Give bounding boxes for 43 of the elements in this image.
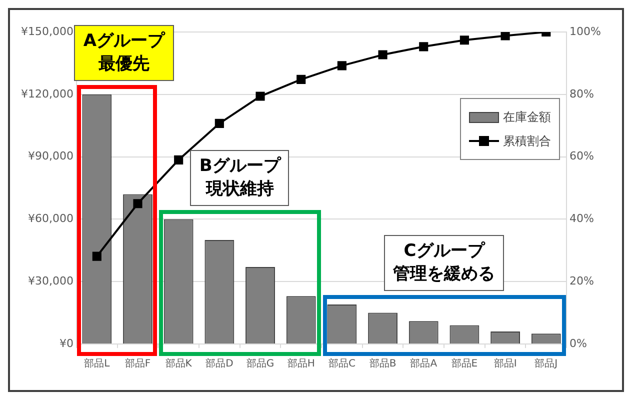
- y-tick-label: ¥30,000: [28, 274, 74, 288]
- x-tick-label: 部品B: [369, 358, 396, 370]
- point: [378, 50, 388, 60]
- x-tick-label: 部品L: [84, 358, 110, 370]
- point: [460, 36, 469, 45]
- point: [214, 118, 224, 128]
- x-tick-label: 部品J: [534, 358, 558, 370]
- y-tick-label: ¥60,000: [28, 212, 74, 226]
- x-tick-label: 部品E: [451, 358, 478, 370]
- point: [92, 252, 102, 261]
- y-tick-label: ¥90,000: [28, 150, 74, 163]
- annotation: Cグループ: [402, 240, 486, 264]
- y2-tick-label: 80%: [570, 87, 594, 100]
- x-tick-label: 部品C: [328, 358, 356, 370]
- point: [337, 61, 346, 70]
- y2-tick-label: 40%: [570, 212, 594, 226]
- annotation: 現状維持: [204, 178, 275, 202]
- point: [174, 155, 184, 164]
- legend-label: 在庫金額: [503, 108, 551, 126]
- y-tick-label: ¥0: [59, 336, 74, 350]
- y2-tick-label: 60%: [570, 150, 594, 163]
- x-tick-label: 部品I: [494, 358, 517, 370]
- x-tick-label: 部品D: [206, 358, 234, 370]
- legend-label: 累積割合: [503, 132, 551, 150]
- x-tick-label: 部品F: [124, 358, 151, 370]
- annotation: Bグループ: [199, 155, 280, 178]
- point: [133, 199, 142, 208]
- annotation: Aグループ: [83, 30, 165, 54]
- point: [296, 74, 306, 84]
- point: [419, 42, 428, 52]
- x-tick-label: 部品K: [165, 358, 192, 370]
- point: [256, 92, 265, 101]
- x-tick-label: 部品G: [246, 358, 274, 370]
- point: [500, 32, 510, 40]
- x-tick-label: 部品A: [410, 358, 438, 370]
- y2-tick-label: 100%: [570, 24, 602, 38]
- y2-tick-label: 20%: [570, 274, 594, 288]
- y2-tick-label: 0%: [570, 336, 588, 350]
- y-tick-label: ¥120,000: [20, 87, 74, 100]
- annotation: 管理を緩める: [393, 263, 496, 286]
- y-tick-label: ¥150,000: [20, 24, 74, 38]
- annotation: 最優先: [97, 53, 150, 76]
- x-tick-label: 部品H: [287, 358, 315, 370]
